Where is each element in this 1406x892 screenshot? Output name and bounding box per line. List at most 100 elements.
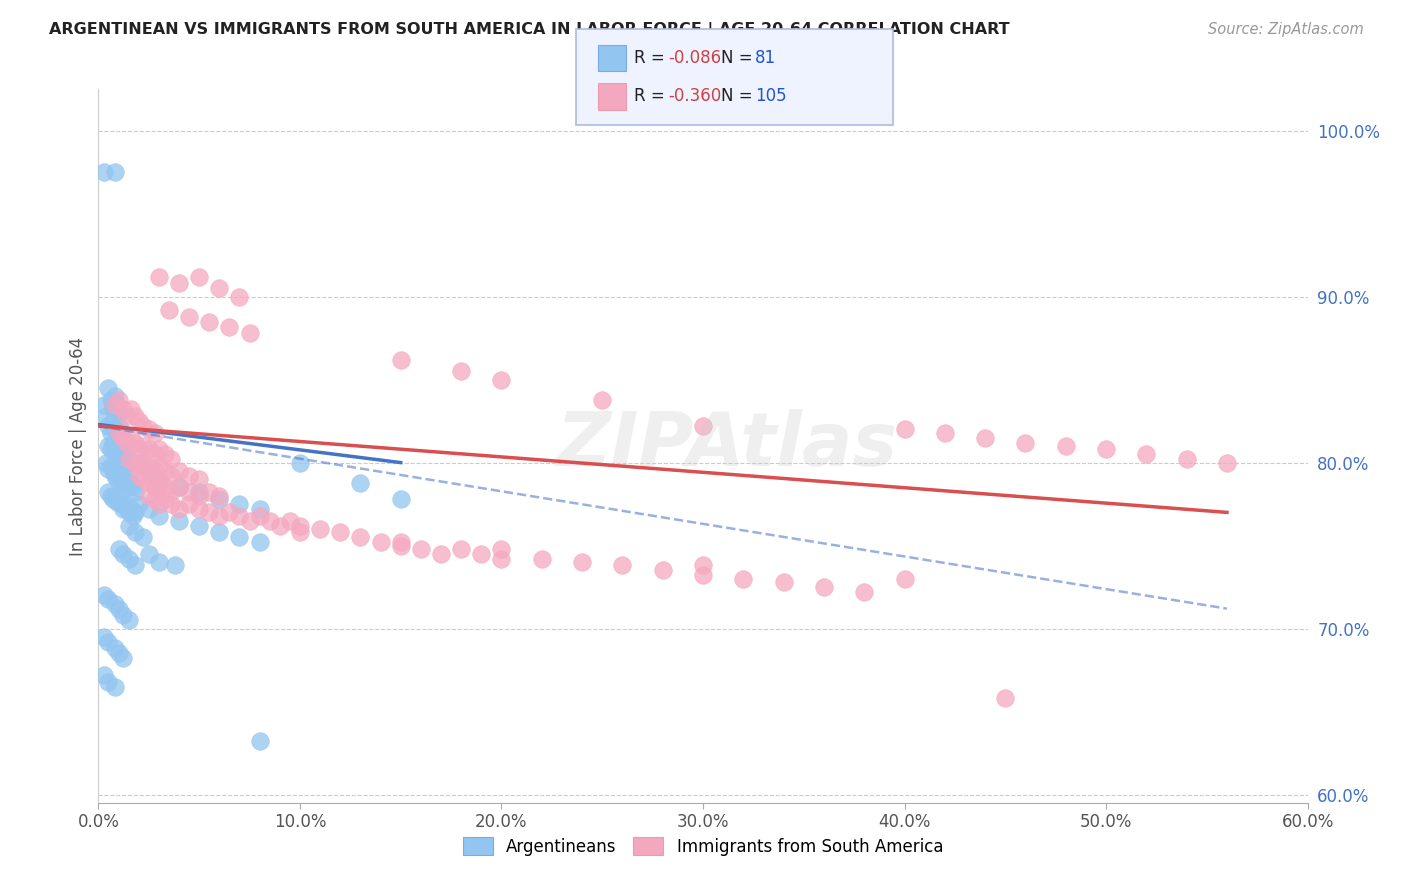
Point [239, 326, 262, 340]
Point [103, 389, 125, 403]
Point [97, 485, 120, 500]
Point [105, 397, 128, 411]
Point [138, 442, 160, 457]
Point [249, 734, 271, 748]
Point [103, 422, 125, 436]
Point [128, 458, 150, 473]
Point [1095, 442, 1118, 457]
Point [114, 497, 136, 511]
Point [110, 425, 132, 440]
Point [111, 502, 134, 516]
Point [93, 397, 115, 411]
Point [1175, 452, 1198, 467]
Point [167, 277, 190, 291]
Point [132, 456, 155, 470]
Y-axis label: In Labor Force | Age 20-64: In Labor Force | Age 20-64 [69, 336, 87, 556]
Point [107, 419, 129, 434]
Point [228, 290, 250, 304]
Point [974, 431, 997, 445]
Point [120, 475, 142, 490]
Point [148, 442, 170, 457]
Point [188, 485, 211, 500]
Point [893, 422, 915, 436]
Point [93, 630, 115, 644]
Point [143, 481, 166, 495]
Point [111, 475, 134, 490]
Point [103, 680, 125, 694]
Point [148, 269, 170, 284]
Point [329, 525, 352, 540]
Point [118, 456, 141, 470]
Point [100, 442, 122, 457]
Point [143, 447, 166, 461]
Point [571, 555, 593, 569]
Point [107, 392, 129, 407]
Point [138, 475, 160, 490]
Point [167, 502, 190, 516]
Point [249, 508, 271, 523]
Point [110, 472, 132, 486]
Point [148, 472, 170, 486]
Point [118, 518, 141, 533]
Point [228, 497, 250, 511]
Point [111, 431, 134, 445]
Point [491, 541, 513, 556]
Point [160, 497, 183, 511]
Point [612, 558, 634, 573]
Point [143, 425, 166, 440]
Point [103, 489, 125, 503]
Point [153, 464, 176, 478]
Point [107, 492, 129, 507]
Point [118, 505, 141, 519]
Point [167, 514, 190, 528]
Point [93, 668, 115, 682]
Point [128, 468, 150, 483]
Point [97, 635, 120, 649]
Point [103, 597, 125, 611]
Point [893, 572, 915, 586]
Point [103, 397, 125, 411]
Point [813, 580, 835, 594]
Point [167, 464, 190, 478]
Point [288, 525, 311, 540]
Point [93, 588, 115, 602]
Point [107, 439, 129, 453]
Point [96, 409, 118, 424]
Point [132, 439, 155, 453]
Point [370, 535, 392, 549]
Point [120, 431, 142, 445]
Point [733, 572, 755, 586]
Point [97, 419, 120, 434]
Point [409, 541, 432, 556]
Point [103, 165, 125, 179]
Point [115, 474, 138, 488]
Point [100, 489, 122, 503]
Point [148, 475, 170, 490]
Point [349, 530, 371, 544]
Point [103, 641, 125, 656]
Point [121, 481, 143, 495]
Point [138, 422, 160, 436]
Point [143, 464, 166, 478]
Point [132, 530, 155, 544]
Point [148, 497, 170, 511]
Point [97, 462, 120, 476]
Point [157, 302, 180, 317]
Point [430, 547, 453, 561]
Point [259, 514, 281, 528]
Point [128, 497, 150, 511]
Point [120, 402, 142, 417]
Point [208, 492, 231, 507]
Point [198, 505, 221, 519]
Point [692, 419, 714, 434]
Point [1014, 435, 1036, 450]
Point [121, 508, 143, 523]
Point [101, 402, 124, 417]
Text: Source: ZipAtlas.com: Source: ZipAtlas.com [1208, 22, 1364, 37]
Point [124, 485, 146, 500]
Point [692, 568, 714, 582]
Point [148, 458, 170, 473]
Point [218, 319, 240, 334]
Point [115, 449, 138, 463]
Point [101, 435, 124, 450]
